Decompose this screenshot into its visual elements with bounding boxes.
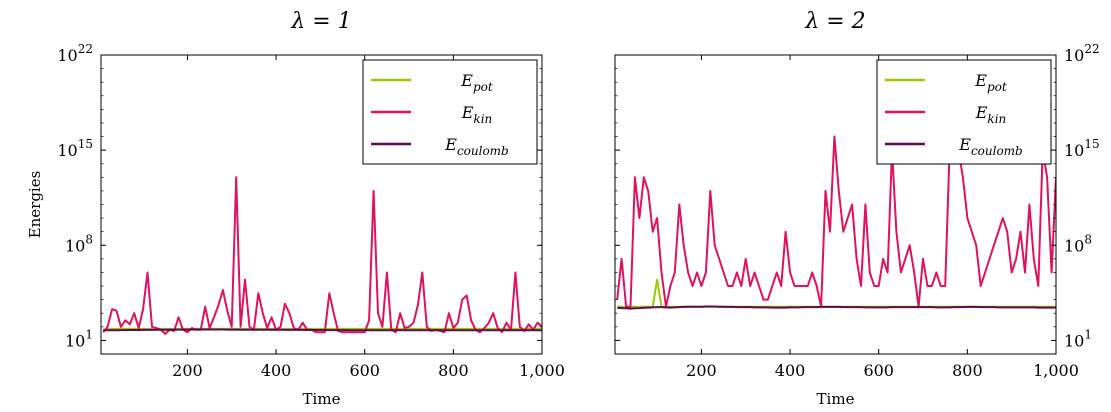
series-line-pot bbox=[617, 278, 1056, 308]
series-line-coulomb bbox=[617, 305, 1056, 310]
chart-title: λ = 1 bbox=[290, 9, 351, 34]
legend-label-coulomb: Ecoulomb bbox=[958, 135, 1022, 158]
y-tick-label: 108 bbox=[1064, 232, 1092, 255]
legend-label-kin: Ekin bbox=[461, 103, 493, 126]
x-axis-label: Time bbox=[303, 390, 341, 408]
legend: Epot Ekin Ecoulomb bbox=[876, 59, 1052, 165]
legend: Epot Ekin Ecoulomb bbox=[362, 59, 538, 165]
y-tick-label: 1022 bbox=[1064, 42, 1100, 65]
y-tick-label: 1015 bbox=[57, 137, 93, 160]
series-line-kin bbox=[102, 176, 542, 335]
series-line-coulomb bbox=[103, 328, 542, 332]
x-tick-label: 400 bbox=[775, 361, 806, 380]
x-tick-label: 800 bbox=[438, 361, 469, 380]
x-tick-label: 1,000 bbox=[519, 361, 565, 380]
legend-label-kin: Ekin bbox=[975, 103, 1007, 126]
x-tick-label: 800 bbox=[952, 361, 983, 380]
series-group bbox=[102, 176, 542, 335]
x-axis-label: Time bbox=[817, 390, 855, 408]
y-tick-label: 108 bbox=[65, 232, 93, 255]
x-tick-label: 600 bbox=[349, 361, 380, 380]
chart-title: λ = 2 bbox=[804, 9, 865, 34]
x-tick-label: 200 bbox=[172, 361, 203, 380]
y-tick-label: 1015 bbox=[1064, 137, 1100, 160]
legend-label-coulomb: Ecoulomb bbox=[444, 135, 508, 158]
chart-panel-2: λ = 2 200 400 600 800 1,000 101 108 1015 1022 Time… bbox=[614, 9, 1100, 408]
x-tick-label: 200 bbox=[686, 361, 717, 380]
y-tick-label: 1022 bbox=[57, 42, 93, 65]
y-tick-label: 101 bbox=[65, 327, 93, 350]
y-tick-label: 101 bbox=[1064, 327, 1092, 350]
legend-label-pot: Epot bbox=[460, 71, 493, 94]
chart-panel-1: λ = 1 200 400 600 800 1,000 101 108 1015 1022 Time… bbox=[26, 9, 565, 408]
x-tick-label: 1,000 bbox=[1033, 361, 1079, 380]
legend-label-pot: Epot bbox=[974, 71, 1007, 94]
series-line-kin bbox=[616, 135, 1056, 308]
series-group bbox=[616, 135, 1056, 310]
y-axis-label: Energies bbox=[26, 171, 44, 239]
x-tick-label: 400 bbox=[261, 361, 292, 380]
x-tick-label: 600 bbox=[863, 361, 894, 380]
